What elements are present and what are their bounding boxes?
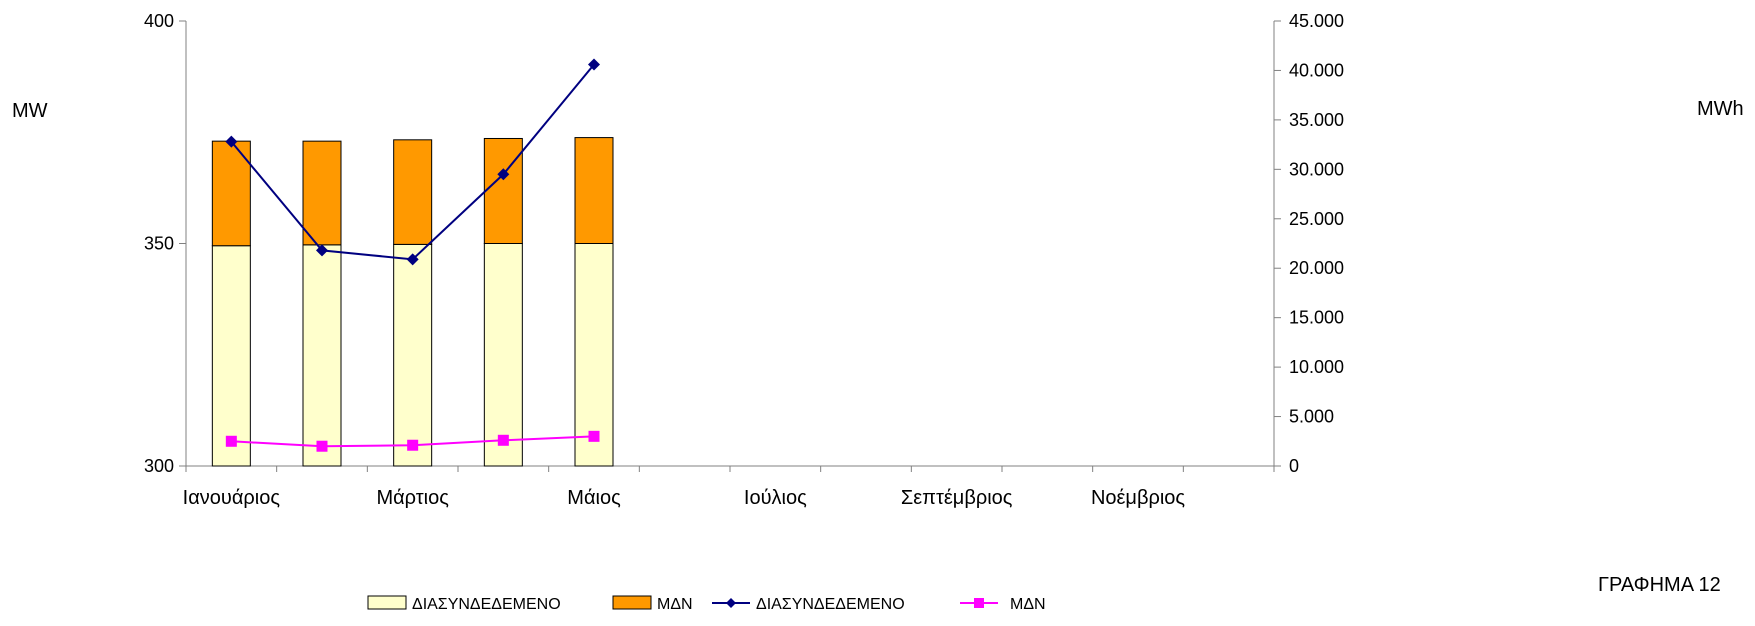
line-point-diamond — [406, 253, 419, 266]
chart-caption: ΓΡΑΦΗΜΑ 12 — [1598, 574, 1721, 596]
legend-label: ΔΙΑΣΥΝΔΕΔΕΜΕΝΟ — [412, 596, 561, 613]
right-tick-label: 10.000 — [1289, 357, 1344, 377]
bar-mdn — [483, 137, 523, 244]
line-point-square — [588, 430, 600, 442]
left-tick-label: 400 — [144, 11, 174, 31]
right-tick-label: 45.000 — [1289, 11, 1344, 31]
line-point-diamond — [225, 135, 238, 148]
legend-marker-square — [974, 598, 984, 608]
right-axis-label: MWh — [1697, 98, 1744, 120]
right-tick-label: 35.000 — [1289, 110, 1344, 130]
left-axis-label: MW — [12, 100, 48, 122]
bar-διασυνδεδεμενο — [574, 243, 614, 467]
x-tick-label: Ιανουάριος — [183, 487, 281, 509]
left-tick-label: 350 — [144, 234, 174, 254]
x-tick-label: Νοέμβριος — [1091, 487, 1185, 509]
bar-mdn — [574, 137, 614, 244]
right-tick-label: 15.000 — [1289, 308, 1344, 328]
line-point-square — [407, 439, 419, 451]
bar-διασυνδεδεμενο — [211, 245, 251, 467]
legend-label: ΜΔΝ — [1010, 596, 1046, 613]
line-point-square — [316, 440, 328, 452]
x-tick-label: Μάρτιος — [376, 487, 449, 509]
legend-label: ΔΙΑΣΥΝΔΕΔΕΜΕΝΟ — [756, 596, 905, 613]
x-tick-label: Σεπτέμβριος — [901, 487, 1013, 509]
bar-mdn — [393, 139, 433, 245]
bar-διασυνδεδεμενο — [302, 244, 342, 467]
legend-swatch — [367, 595, 407, 610]
right-tick-label: 25.000 — [1289, 209, 1344, 229]
left-tick-label: 300 — [144, 456, 174, 476]
right-tick-label: 20.000 — [1289, 258, 1344, 278]
line-point-square — [225, 435, 237, 447]
right-tick-label: 30.000 — [1289, 159, 1344, 179]
legend-label: ΜΔΝ — [657, 596, 693, 613]
right-tick-label: 40.000 — [1289, 60, 1344, 80]
legend-swatch — [612, 595, 652, 610]
line-point-diamond — [497, 168, 510, 181]
x-tick-label: Ιούλιος — [744, 487, 807, 509]
right-tick-label: 0 — [1289, 456, 1299, 476]
line-point-diamond — [588, 58, 600, 71]
bar-διασυνδεδεμενο — [483, 243, 523, 467]
right-tick-label: 5.000 — [1289, 407, 1334, 427]
bar-διασυνδεδεμενο — [393, 243, 433, 467]
bar-mdn — [302, 140, 342, 246]
x-tick-label: Μάιος — [567, 487, 621, 509]
legend-marker-diamond — [726, 598, 736, 608]
line-point-square — [497, 434, 509, 446]
line-point-diamond — [316, 244, 328, 257]
